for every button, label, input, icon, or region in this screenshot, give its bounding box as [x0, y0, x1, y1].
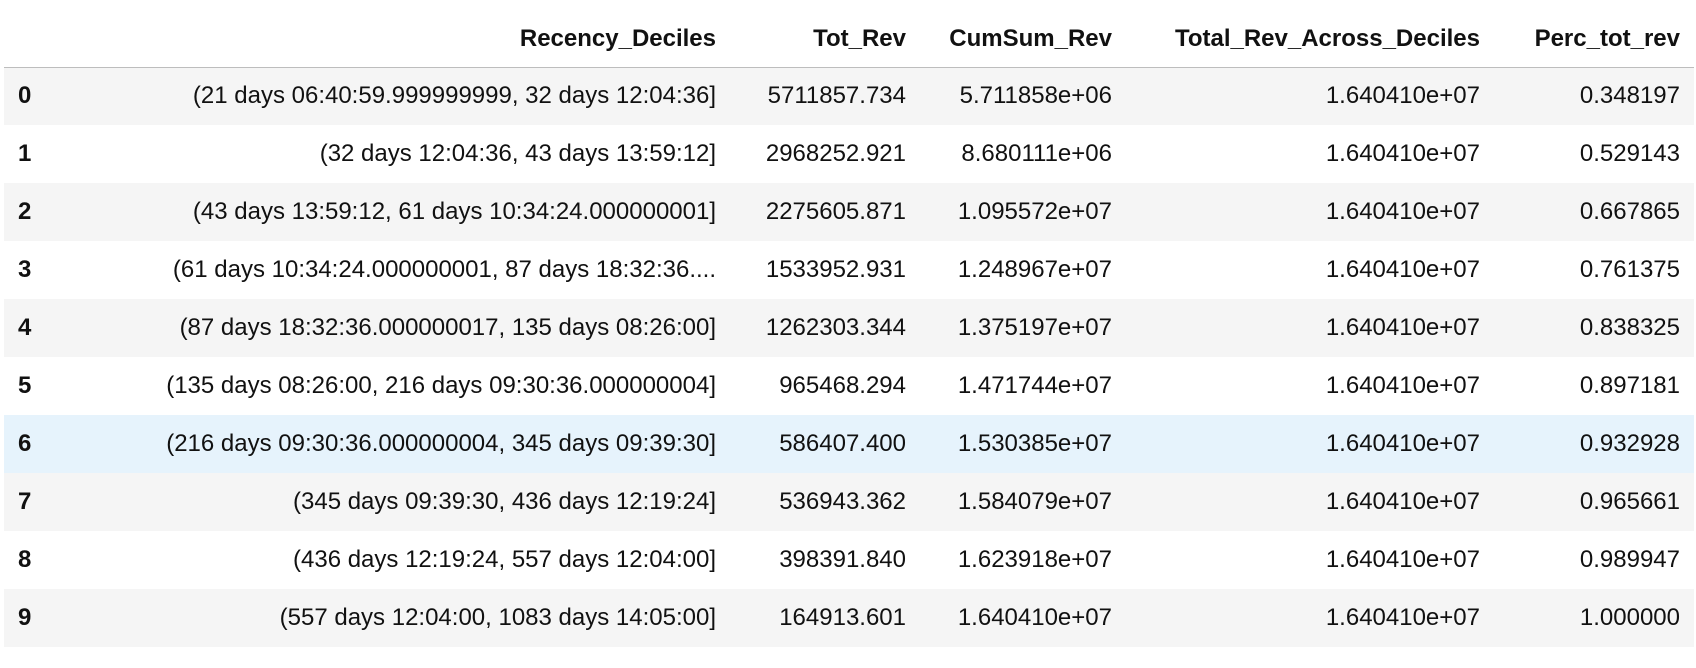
cell-total-rev-across: 1.640410e+07 — [1325, 488, 1480, 515]
cell-cumsum-rev: 1.375197e+07 — [957, 314, 1112, 341]
cell-recency: (87 days 18:32:36.000000017, 135 days 08… — [179, 314, 716, 341]
cell-tot-rev: 2275605.871 — [765, 198, 906, 225]
row-index: 4 — [18, 314, 32, 341]
row-index: 0 — [18, 82, 32, 110]
cell-cumsum-rev: 5.711858e+06 — [959, 82, 1112, 110]
cell-recency: (436 days 12:19:24, 557 days 12:04:00] — [293, 546, 716, 573]
table-row-hovered: 6 (216 days 09:30:36.000000004, 345 days… — [4, 415, 1694, 473]
cell-total-rev-across: 1.640410e+07 — [1325, 546, 1480, 573]
cell-tot-rev: 1262303.344 — [765, 314, 906, 341]
cell-perc-tot-rev: 0.348197 — [1579, 82, 1680, 110]
table-row: 2 (43 days 13:59:12, 61 days 10:34:24.00… — [4, 183, 1694, 241]
table-row: 7 (345 days 09:39:30, 436 days 12:19:24]… — [4, 473, 1694, 531]
table-row: 8 (436 days 12:19:24, 557 days 12:04:00]… — [4, 531, 1694, 589]
cell-recency: (21 days 06:40:59.999999999, 32 days 12:… — [192, 82, 716, 110]
index-column-header — [4, 8, 56, 68]
cell-total-rev-across: 1.640410e+07 — [1325, 314, 1480, 341]
cell-recency: (557 days 12:04:00, 1083 days 14:05:00] — [279, 604, 716, 631]
cell-recency: (135 days 08:26:00, 216 days 09:30:36.00… — [166, 372, 716, 399]
column-header-perc-tot-rev: Perc_tot_rev — [1494, 8, 1694, 68]
cell-perc-tot-rev: 0.761375 — [1579, 256, 1680, 283]
row-index: 1 — [18, 140, 32, 167]
cell-perc-tot-rev: 0.667865 — [1579, 198, 1680, 225]
cell-cumsum-rev: 1.584079e+07 — [957, 488, 1112, 515]
cell-total-rev-across: 1.640410e+07 — [1325, 198, 1480, 225]
cell-recency: (43 days 13:59:12, 61 days 10:34:24.0000… — [192, 198, 716, 225]
cell-perc-tot-rev: 0.989947 — [1579, 546, 1680, 573]
table-row: 9 (557 days 12:04:00, 1083 days 14:05:00… — [4, 589, 1694, 647]
row-index: 7 — [18, 488, 32, 515]
cell-tot-rev: 164913.601 — [779, 604, 906, 631]
cell-recency: (61 days 10:34:24.000000001, 87 days 18:… — [172, 256, 716, 283]
cell-tot-rev: 398391.840 — [779, 546, 906, 573]
cell-tot-rev: 586407.400 — [779, 430, 906, 457]
cell-perc-tot-rev: 0.932928 — [1579, 430, 1680, 457]
cell-total-rev-across: 1.640410e+07 — [1325, 372, 1480, 399]
cell-recency: (345 days 09:39:30, 436 days 12:19:24] — [293, 488, 716, 515]
cell-cumsum-rev: 8.680111e+06 — [961, 140, 1112, 167]
table-row: 1 (32 days 12:04:36, 43 days 13:59:12] 2… — [4, 125, 1694, 183]
cell-recency: (216 days 09:30:36.000000004, 345 days 0… — [166, 430, 716, 457]
table-row: 3 (61 days 10:34:24.000000001, 87 days 1… — [4, 241, 1694, 299]
row-index: 5 — [18, 372, 32, 399]
table-row: 0 (21 days 06:40:59.999999999, 32 days 1… — [4, 67, 1694, 125]
cell-tot-rev: 2968252.921 — [765, 140, 906, 167]
row-index: 2 — [18, 198, 32, 225]
cell-cumsum-rev: 1.471744e+07 — [957, 372, 1112, 399]
cell-perc-tot-rev: 0.965661 — [1579, 488, 1680, 515]
row-index: 3 — [18, 256, 32, 283]
cell-perc-tot-rev: 0.529143 — [1579, 140, 1680, 167]
cell-tot-rev: 536943.362 — [779, 488, 906, 515]
cell-total-rev-across: 1.640410e+07 — [1325, 140, 1480, 167]
cell-cumsum-rev: 1.623918e+07 — [957, 546, 1112, 573]
table-row: 5 (135 days 08:26:00, 216 days 09:30:36.… — [4, 357, 1694, 415]
cell-perc-tot-rev: 0.897181 — [1579, 372, 1680, 399]
cell-tot-rev: 1533952.931 — [765, 256, 906, 283]
header-row: Recency_Deciles Tot_Rev CumSum_Rev Total… — [4, 8, 1694, 68]
row-index: 8 — [18, 546, 32, 573]
cell-total-rev-across: 1.640410e+07 — [1325, 430, 1480, 457]
cell-total-rev-across: 1.640410e+07 — [1325, 256, 1480, 283]
cell-recency: (32 days 12:04:36, 43 days 13:59:12] — [319, 140, 716, 167]
column-header-cumsum-rev: CumSum_Rev — [920, 8, 1126, 68]
table-row: 4 (87 days 18:32:36.000000017, 135 days … — [4, 299, 1694, 357]
cell-tot-rev: 965468.294 — [779, 372, 906, 399]
cell-cumsum-rev: 1.095572e+07 — [957, 198, 1112, 225]
cell-cumsum-rev: 1.530385e+07 — [957, 430, 1112, 457]
cell-perc-tot-rev: 1.000000 — [1579, 604, 1680, 631]
dataframe-table: Recency_Deciles Tot_Rev CumSum_Rev Total… — [4, 8, 1694, 647]
table-body: 0 (21 days 06:40:59.999999999, 32 days 1… — [4, 67, 1694, 647]
cell-perc-tot-rev: 0.838325 — [1579, 314, 1680, 341]
column-header-recency-deciles: Recency_Deciles — [56, 8, 730, 68]
column-header-total-rev-across-deciles: Total_Rev_Across_Deciles — [1126, 8, 1494, 68]
cell-tot-rev: 5711857.734 — [767, 82, 906, 110]
row-index: 9 — [18, 604, 32, 631]
cell-total-rev-across: 1.640410e+07 — [1325, 82, 1480, 110]
table-header: Recency_Deciles Tot_Rev CumSum_Rev Total… — [4, 8, 1694, 68]
column-header-tot-rev: Tot_Rev — [730, 8, 920, 68]
row-index: 6 — [18, 430, 32, 457]
cell-total-rev-across: 1.640410e+07 — [1325, 604, 1480, 631]
cell-cumsum-rev: 1.640410e+07 — [957, 604, 1112, 631]
cell-cumsum-rev: 1.248967e+07 — [957, 256, 1112, 283]
